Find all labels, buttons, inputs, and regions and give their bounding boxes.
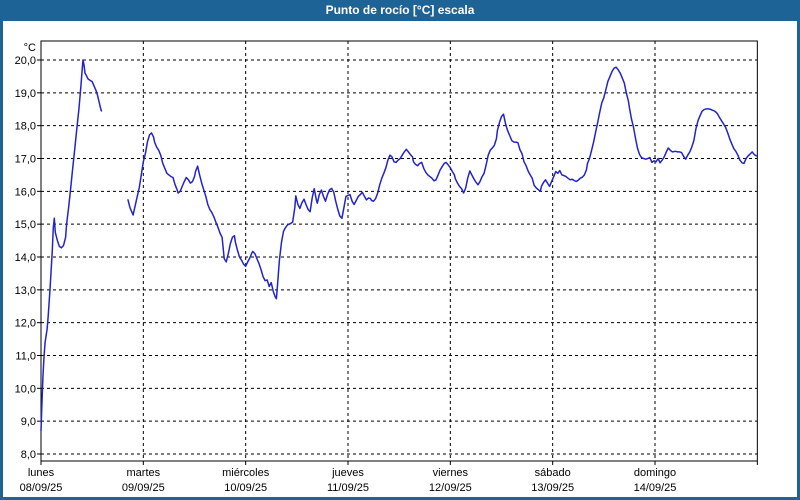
day-name-label: viernes xyxy=(433,467,469,479)
y-tick-label: 16,0 xyxy=(15,186,36,198)
y-tick-label: 13,0 xyxy=(15,285,36,297)
gridlines xyxy=(37,41,758,465)
y-tick-label: 14,0 xyxy=(15,252,36,264)
y-tick-label: 17,0 xyxy=(15,153,36,165)
chart-title: Punto de rocío [°C] escala xyxy=(325,3,475,17)
day-date-label: 14/09/25 xyxy=(634,482,677,494)
y-tick-label: 15,0 xyxy=(15,219,36,231)
y-tick-label: 12,0 xyxy=(15,318,36,330)
day-date-label: 11/09/25 xyxy=(327,482,369,494)
plot-canvas xyxy=(3,21,797,497)
day-name-label: sábado xyxy=(535,467,571,479)
dew-point-line xyxy=(127,66,758,300)
day-name-label: domingo xyxy=(634,467,676,479)
y-tick-label: 11,0 xyxy=(15,350,36,362)
title-bar: Punto de rocío [°C] escala xyxy=(0,0,800,21)
day-name-label: miércoles xyxy=(222,467,270,479)
day-name-label: jueves xyxy=(331,467,364,479)
y-axis-unit-label: °C xyxy=(24,42,36,54)
y-tick-label: 19,0 xyxy=(15,88,36,100)
y-tick-label: 10,0 xyxy=(15,383,36,395)
dew-point-line xyxy=(40,59,103,432)
y-axis-labels: 20,0 19,0 18,0 17,0 16,0 15,0 14,0 13,0 12,0 11,0… xyxy=(15,42,36,461)
y-tick-label: 8,0 xyxy=(21,449,36,461)
day-date-label: 12/09/25 xyxy=(429,482,472,494)
x-axis-labels: lunes 08/09/25 martes 09/09/25 miércoles 10/0… xyxy=(20,467,677,494)
y-tick-label: 18,0 xyxy=(15,121,36,133)
day-date-label: 10/09/25 xyxy=(224,482,267,494)
day-date-label: 08/09/25 xyxy=(20,482,63,494)
y-tick-label: 20,0 xyxy=(15,55,36,67)
y-tick-label: 9,0 xyxy=(21,416,36,428)
day-date-label: 09/09/25 xyxy=(122,482,165,494)
day-name-label: lunes xyxy=(28,467,55,479)
day-date-label: 13/09/25 xyxy=(531,482,574,494)
plot-frame xyxy=(40,40,758,462)
day-name-label: martes xyxy=(127,467,161,479)
